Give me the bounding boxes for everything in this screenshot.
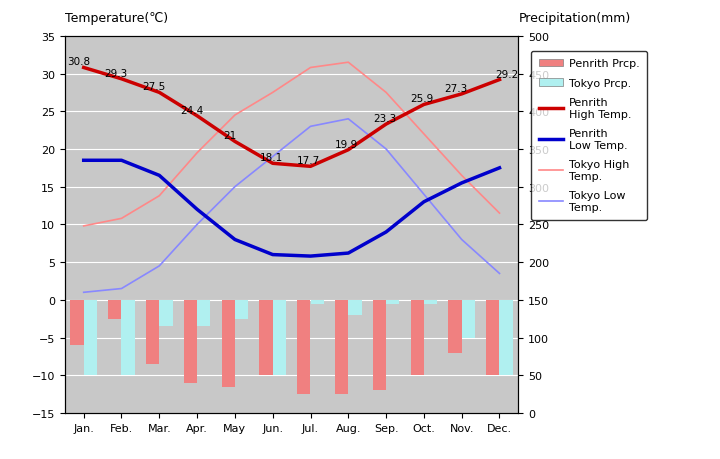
Bar [386,300,400,304]
Text: 29.3: 29.3 [104,69,127,78]
Text: Precipitation(mm): Precipitation(mm) [518,12,631,25]
Bar [222,300,235,387]
Bar [184,300,197,383]
Bar [348,300,361,315]
Bar [259,300,273,375]
Bar [273,300,286,375]
Bar [462,300,475,338]
Text: Temperature(℃): Temperature(℃) [65,12,168,25]
Legend: Penrith Prcp., Tokyo Prcp., Penrith
High Temp., Penrith
Low Temp., Tokyo High
Te: Penrith Prcp., Tokyo Prcp., Penrith High… [531,51,647,220]
Bar [235,300,248,319]
Text: 24.4: 24.4 [180,106,203,116]
Text: 27.5: 27.5 [143,82,166,92]
Bar [486,300,500,375]
Bar [410,300,424,375]
Text: 17.7: 17.7 [297,156,320,166]
Text: 30.8: 30.8 [67,57,90,67]
Bar [335,300,348,394]
Bar [500,300,513,375]
Bar [71,300,84,345]
Text: 25.9: 25.9 [410,94,434,104]
Text: 18.1: 18.1 [259,153,283,163]
Text: 19.9: 19.9 [335,140,359,149]
Bar [146,300,159,364]
Bar [297,300,310,394]
Text: 29.2: 29.2 [495,69,519,79]
Text: 23.3: 23.3 [373,114,396,124]
Text: 21: 21 [223,131,237,141]
Bar [373,300,386,391]
Bar [197,300,210,326]
Bar [122,300,135,375]
Bar [108,300,122,319]
Bar [159,300,173,326]
Bar [84,300,97,375]
Bar [424,300,437,304]
Bar [449,300,462,353]
Text: 27.3: 27.3 [445,84,468,94]
Bar [310,300,324,304]
